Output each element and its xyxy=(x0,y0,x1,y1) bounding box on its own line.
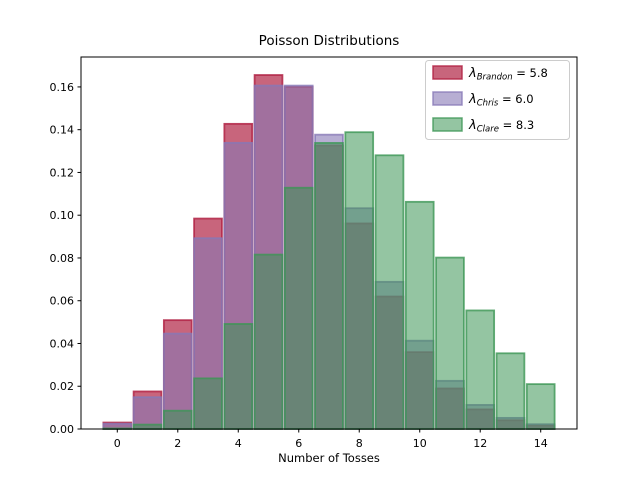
x-tick-label: 4 xyxy=(235,437,242,450)
series-clare xyxy=(102,131,556,430)
bar-clare-k10 xyxy=(404,200,435,430)
bar-clare-k3 xyxy=(193,377,223,430)
bar-clare-k6 xyxy=(283,186,314,430)
legend-label-chris: λChris = 6.0 xyxy=(468,92,534,109)
x-tick-label: 6 xyxy=(295,437,302,450)
y-tick-label: 0.12 xyxy=(50,166,75,179)
bar-clare-k14 xyxy=(525,383,556,430)
y-tick-label: 0.06 xyxy=(50,295,75,308)
bar-clare-k9 xyxy=(374,154,405,430)
bar-clare-k4 xyxy=(223,323,254,430)
bar-clare-k11 xyxy=(435,256,465,430)
x-axis-label: Number of Tosses xyxy=(278,451,380,465)
y-tick-label: 0.00 xyxy=(50,423,75,436)
legend-label-clare: λClare = 8.3 xyxy=(468,118,534,135)
bar-clare-k5 xyxy=(253,253,284,430)
legend-label-brandon: λBrandon = 5.8 xyxy=(468,66,548,83)
bar-clare-k7 xyxy=(314,142,344,430)
y-tick-label: 0.10 xyxy=(50,209,75,222)
x-tick-label: 0 xyxy=(114,437,121,450)
y-tick-label: 0.08 xyxy=(50,252,75,265)
legend-swatch-chris xyxy=(432,91,463,106)
y-tick-label: 0.02 xyxy=(50,380,75,393)
axes-spines xyxy=(80,56,578,430)
legend-box: λBrandon = 5.8 λChris = 6.0 λClare = 8.3 xyxy=(425,60,570,140)
chart-title: Poisson Distributions xyxy=(259,33,400,49)
legend-swatch-clare xyxy=(432,117,463,132)
bar-clare-k12 xyxy=(465,309,496,430)
bars-layer xyxy=(102,74,556,430)
legend-swatch-brandon xyxy=(432,65,463,80)
axes-layer: 0 2 4 6 8 10 12 14 0.00 0.02 0.04 0.06 0.08 0.10 0.12 0… xyxy=(50,56,578,450)
x-tick-label: 2 xyxy=(174,437,181,450)
x-tick-label: 12 xyxy=(473,437,487,450)
bar-clare-k1 xyxy=(132,423,163,430)
bar-clare-k8 xyxy=(344,131,375,430)
x-tick-label: 8 xyxy=(356,437,363,450)
x-tick-label: 14 xyxy=(534,437,548,450)
y-tick-label: 0.14 xyxy=(50,124,75,137)
y-tick-label: 0.16 xyxy=(50,81,75,94)
bar-clare-k2 xyxy=(162,409,193,430)
x-tick-label: 10 xyxy=(413,437,427,450)
y-tick-label: 0.04 xyxy=(50,337,75,350)
bar-clare-k13 xyxy=(495,352,526,430)
